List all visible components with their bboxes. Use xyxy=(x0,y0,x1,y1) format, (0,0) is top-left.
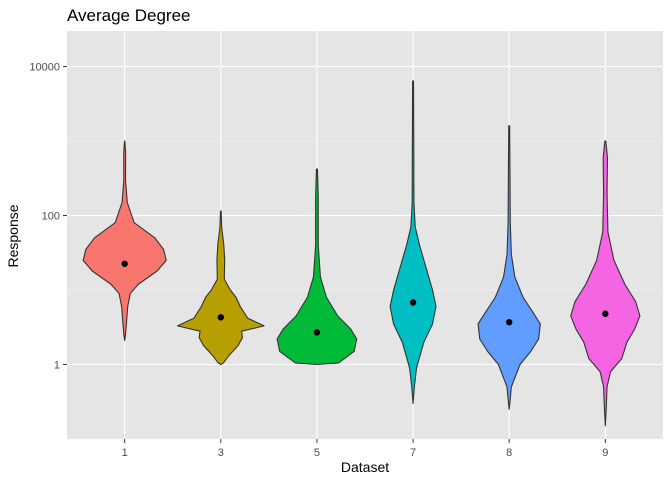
plot-panel xyxy=(67,31,663,439)
x-axis-label: Dataset xyxy=(341,459,389,475)
x-tick-label: 7 xyxy=(410,447,416,459)
x-axis: 1 3 5 7 8 9 xyxy=(122,439,608,459)
x-tick-label: 8 xyxy=(506,447,512,459)
x-tick-label: 3 xyxy=(218,447,224,459)
violin-7 xyxy=(389,80,437,405)
violin-5 xyxy=(276,168,358,366)
chart-title: Average Degree xyxy=(67,6,191,25)
x-tick-label: 1 xyxy=(122,447,128,459)
y-tick-label: 100 xyxy=(42,211,60,223)
violin-1 xyxy=(82,140,167,342)
y-tick-label: 10000 xyxy=(29,62,60,74)
x-tick-label: 9 xyxy=(602,447,608,459)
violin-8 xyxy=(477,125,541,410)
mean-point-5 xyxy=(313,329,321,336)
mean-point-3 xyxy=(217,314,225,321)
mean-point-7 xyxy=(409,299,417,306)
mean-point-8 xyxy=(505,318,513,326)
mean-point-1 xyxy=(121,260,128,267)
mean-points xyxy=(121,260,609,336)
mean-point-9 xyxy=(602,310,609,317)
y-axis-label: Response xyxy=(5,204,21,267)
y-tick-label: 1 xyxy=(54,360,60,372)
violins xyxy=(82,80,641,427)
y-axis: 1 100 10000 xyxy=(29,62,67,372)
x-tick-label: 5 xyxy=(314,447,320,459)
violin-9 xyxy=(570,140,641,427)
violin-3 xyxy=(177,210,265,366)
